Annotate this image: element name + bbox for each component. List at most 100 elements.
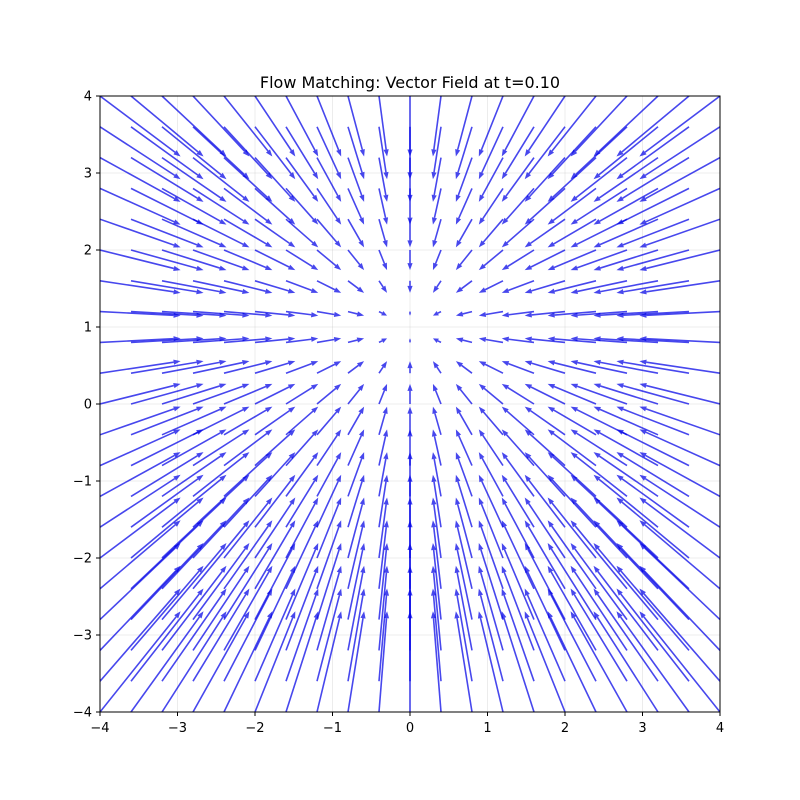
y-tick-label: 4 [84,90,92,105]
vector-arrow [378,406,388,436]
vector-arrow [285,187,319,225]
vector-arrow [285,565,319,651]
vector-arrow [285,310,319,318]
vector-arrow [223,310,273,318]
vector-arrow [501,310,535,318]
vector-arrow [547,383,597,405]
vector-arrow [639,474,720,528]
vector-arrow [593,310,659,318]
vector-arrow [593,474,659,528]
vector-arrow [100,359,181,374]
vector-arrow [454,588,473,682]
vector-arrow [223,520,273,590]
vector-arrow [130,280,204,295]
vector-arrow [407,96,413,157]
x-tick-label: 1 [483,721,491,736]
vector-arrow [616,280,690,295]
y-tick-label: −1 [73,475,92,490]
vector-arrow [455,361,473,374]
vector-arrow [254,157,296,202]
y-tick-label: 3 [84,167,92,182]
vector-arrow [316,361,342,374]
vector-arrow [407,250,413,271]
vector-arrow [616,383,690,405]
vector-arrow [639,565,720,651]
vector-arrow [478,543,504,620]
vector-arrow [547,157,597,202]
vector-arrow [478,429,504,467]
vector-arrow [347,280,365,293]
vector-arrow [130,474,204,528]
vector-arrow [570,497,628,559]
vector-arrow [547,474,597,528]
vector-arrow [478,218,504,248]
vector-arrow [547,310,597,318]
vector-arrow [501,361,535,374]
vector-arrow [223,96,273,157]
vector-arrow [432,361,442,374]
vector-arrow [455,406,473,436]
vector-arrow [285,126,319,180]
y-tick-label: 1 [84,321,92,336]
vector-arrow [316,336,342,344]
vector-arrow [570,310,628,318]
vector-arrow [547,429,597,467]
vector-arrow [130,497,204,559]
vector-arrow [285,611,319,712]
vector-arrow [285,474,319,528]
vector-arrow [616,611,690,712]
vector-arrow [161,565,227,651]
vector-arrow [501,429,535,467]
vector-arrow [478,406,504,436]
x-tick-label: 4 [716,721,724,736]
vector-arrow [524,497,566,559]
vector-arrow [161,359,227,374]
vector-arrow [130,218,204,248]
vector-arrow [254,310,296,318]
vector-arrow [501,520,535,590]
vector-arrow [130,126,204,180]
vector-arrow [254,474,296,528]
vector-arrow [130,543,204,621]
vector-arrow [254,452,296,497]
vector-arrow [378,497,389,559]
vector-arrow [455,280,473,293]
vector-arrow [431,543,442,620]
vector-arrow [223,565,273,651]
vector-arrow [130,565,204,651]
vector-arrow [570,611,628,712]
vector-arrow [285,336,319,344]
vector-arrow [285,543,319,620]
vector-arrow [316,588,342,682]
vector-arrow [478,249,504,271]
vector-arrow [130,520,204,590]
vector-arrow [192,360,250,374]
vector-arrow [501,383,535,405]
vector-arrow [547,126,597,180]
vector-arrow [254,360,296,374]
vector-arrow [547,588,597,682]
vector-arrow [639,429,720,467]
vector-arrow [547,360,597,374]
vector-arrow [547,497,597,559]
x-tick-label: 2 [561,721,569,736]
vector-arrow [524,218,566,248]
vector-arrow [524,157,566,202]
vector-arrow [616,249,690,271]
vector-arrow [254,96,296,157]
vector-arrow [478,157,504,202]
vector-arrow [478,96,504,157]
vector-arrow [223,543,273,621]
vector-arrow [593,218,659,248]
vector-arrow [378,249,388,271]
vector-arrow [285,96,319,157]
vector-arrow [223,497,273,559]
vector-arrow [192,280,250,294]
vector-arrow [455,383,473,405]
vector-arrow [501,218,535,248]
vector-arrow [501,249,535,271]
vector-arrow [161,497,227,559]
vector-arrow [501,565,535,651]
vector-arrow [524,565,566,651]
vector-arrow [431,126,442,180]
